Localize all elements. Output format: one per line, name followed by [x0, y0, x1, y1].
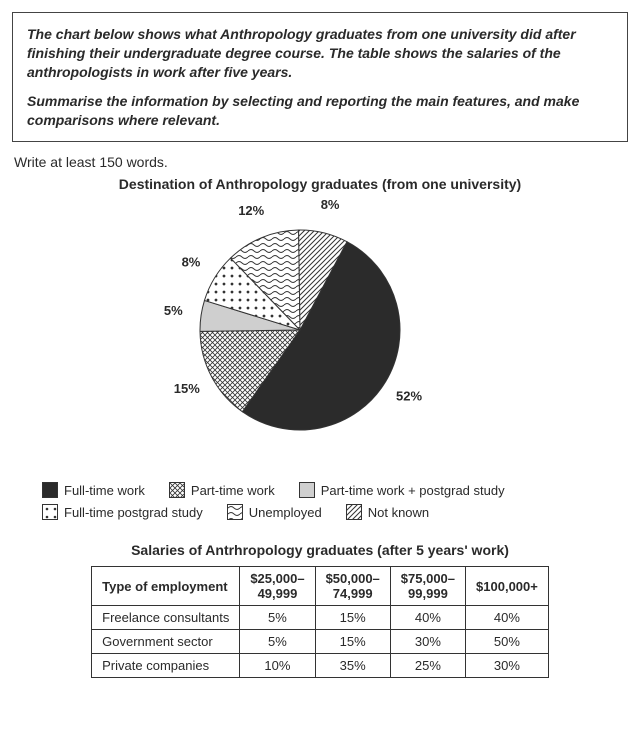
pie-slice-label: 8%	[182, 255, 201, 270]
table-row-label: Government sector	[92, 630, 240, 654]
table-cell: 25%	[390, 654, 465, 678]
table-cell: 10%	[240, 654, 315, 678]
table-row: Freelance consultants5%15%40%40%	[92, 606, 549, 630]
legend-swatch	[42, 504, 58, 520]
prompt-box: The chart below shows what Anthropology …	[12, 12, 628, 142]
pie-slice-label: 12%	[238, 204, 264, 219]
table-cell: 15%	[315, 606, 390, 630]
table-cell: 50%	[466, 630, 549, 654]
legend-swatch	[169, 482, 185, 498]
table-cell: 40%	[390, 606, 465, 630]
table-header-cell: $100,000+	[466, 567, 549, 606]
legend-item: Full-time postgrad study	[42, 504, 203, 520]
table-cell: 15%	[315, 630, 390, 654]
legend-label: Unemployed	[249, 505, 322, 520]
table-header-cell: $50,000–74,999	[315, 567, 390, 606]
legend-item: Unemployed	[227, 504, 322, 520]
instruction-text: Write at least 150 words.	[14, 154, 628, 170]
pie-svg: 52% 15% 5% 8% 12% 8%	[140, 200, 500, 470]
legend-item: Full-time work	[42, 482, 145, 498]
table-cell: 35%	[315, 654, 390, 678]
legend-label: Full-time postgrad study	[64, 505, 203, 520]
legend-label: Not known	[368, 505, 429, 520]
table-cell: 40%	[466, 606, 549, 630]
pie-chart-title: Destination of Anthropology graduates (f…	[12, 176, 628, 192]
legend-label: Part-time work + postgrad study	[321, 483, 505, 498]
legend-label: Part-time work	[191, 483, 275, 498]
table-cell: 5%	[240, 630, 315, 654]
table-cell: 30%	[466, 654, 549, 678]
prompt-paragraph-1: The chart below shows what Anthropology …	[27, 25, 613, 82]
table-row-label: Freelance consultants	[92, 606, 240, 630]
legend-item: Not known	[346, 504, 429, 520]
table-row: Private companies10%35%25%30%	[92, 654, 549, 678]
legend-item: Part-time work	[169, 482, 275, 498]
legend-item: Part-time work + postgrad study	[299, 482, 505, 498]
table-header-rowlabel: Type of employment	[92, 567, 240, 606]
prompt-paragraph-2: Summarise the information by selecting a…	[27, 92, 613, 130]
pie-slice-label: 5%	[164, 304, 183, 319]
pie-slice-label: 8%	[321, 200, 340, 212]
pie-slice-label: 52%	[396, 389, 422, 404]
salary-table: Type of employment$25,000–49,999$50,000–…	[91, 566, 549, 678]
legend-swatch	[299, 482, 315, 498]
pie-legend: Full-time work Part-time work Part-time wo…	[42, 482, 598, 520]
table-cell: 30%	[390, 630, 465, 654]
table-header-cell: $25,000–49,999	[240, 567, 315, 606]
table-row-label: Private companies	[92, 654, 240, 678]
legend-label: Full-time work	[64, 483, 145, 498]
table-cell: 5%	[240, 606, 315, 630]
pie-slice-label: 15%	[174, 382, 200, 397]
table-header-cell: $75,000–99,999	[390, 567, 465, 606]
legend-swatch	[227, 504, 243, 520]
legend-swatch	[42, 482, 58, 498]
salary-table-title: Salaries of Antrhropology graduates (aft…	[12, 542, 628, 558]
table-row: Government sector5%15%30%50%	[92, 630, 549, 654]
pie-chart: 52% 15% 5% 8% 12% 8%	[12, 200, 628, 470]
legend-swatch	[346, 504, 362, 520]
